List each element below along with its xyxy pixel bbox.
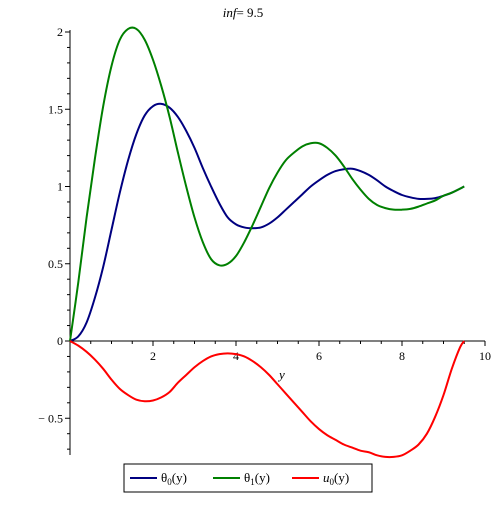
series-group xyxy=(69,26,466,459)
legend: θ0(y) θ1(y) u0(y) xyxy=(123,463,373,493)
series-line-2 xyxy=(69,340,466,459)
legend-label-0: θ0(y) xyxy=(161,470,187,487)
x-tick-label: 8 xyxy=(399,349,405,363)
x-tick-label: 2 xyxy=(150,349,156,363)
series-line-1 xyxy=(69,26,465,342)
y-tick-label: 0 xyxy=(57,334,63,348)
x-tick-label: 6 xyxy=(316,349,322,363)
chart-title: inf= 9.5 xyxy=(223,5,264,20)
x-axis-label: y xyxy=(277,367,285,382)
title-value: 9.5 xyxy=(247,5,263,20)
legend-label-2: u0(y) xyxy=(323,470,349,487)
title-separator: = xyxy=(236,5,247,20)
legend-label-1: θ1(y) xyxy=(244,470,270,487)
axes xyxy=(69,30,485,455)
title-param: inf xyxy=(223,5,239,20)
y-tick-label: 2 xyxy=(57,25,63,39)
y-tick-label: − 0.5 xyxy=(38,411,63,425)
axis-ticks: 2 4 6 8 10 − 0.5 0 0.5 1 1.5 2 xyxy=(38,25,491,450)
legend-box xyxy=(123,463,373,493)
y-tick-label: 0.5 xyxy=(48,257,63,271)
series-line-0 xyxy=(69,102,465,342)
y-tick-label: 1 xyxy=(57,180,63,194)
x-tick-label: 10 xyxy=(479,349,491,363)
x-tick-label: 4 xyxy=(233,349,239,363)
y-tick-label: 1.5 xyxy=(48,102,63,116)
